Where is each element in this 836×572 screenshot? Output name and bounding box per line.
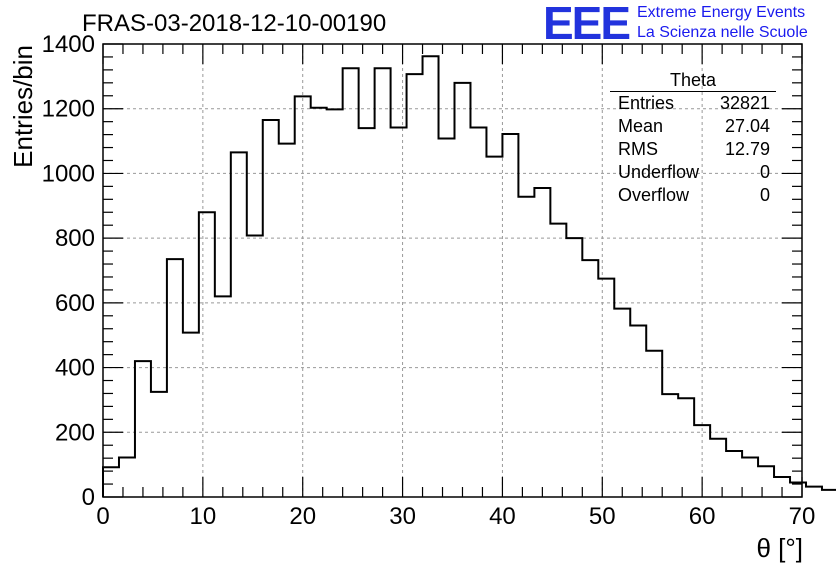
eee-logo: EEE [543, 0, 631, 49]
stats-value: 27.04 [724, 116, 770, 136]
logo-line-2: La Scienza nelle Scuole [637, 24, 808, 41]
y-tick-labels: 0 200 400 600 800 1000 1200 1400 [42, 31, 95, 511]
x-tick-label: 20 [289, 503, 316, 530]
stats-box: Theta Entries 32821 Mean 27.04 RMS 12.79… [610, 70, 776, 207]
stats-label: RMS [618, 139, 658, 159]
x-tick-label: 50 [589, 503, 616, 530]
stats-label: Entries [618, 93, 675, 113]
x-tick-label: 40 [489, 503, 516, 530]
stats-row-underflow: Underflow 0 [610, 161, 776, 184]
stats-row-mean: Mean 27.04 [610, 115, 776, 138]
stats-value: 32821 [719, 93, 770, 113]
x-tick-label: 0 [96, 503, 109, 530]
x-axis-label: θ [°] [756, 533, 803, 563]
x-tick-labels: 0 10 20 30 40 50 60 70 [96, 503, 815, 530]
y-tick-label: 200 [55, 419, 95, 446]
y-tick-label: 800 [55, 225, 95, 252]
y-tick-label: 400 [55, 355, 95, 382]
stats-value: 12.79 [724, 139, 770, 159]
grid-lines [103, 44, 802, 497]
y-tick-label: 1400 [42, 31, 95, 58]
histogram-outline [102, 55, 836, 497]
x-tick-label: 70 [789, 503, 816, 530]
stats-row-entries: Entries 32821 [610, 92, 776, 115]
stats-row-rms: RMS 12.79 [610, 138, 776, 161]
stats-label: Overflow [618, 185, 690, 205]
stats-value: 0 [759, 162, 770, 182]
y-tick-label: 0 [82, 484, 95, 511]
logo-caption: Extreme Energy Events La Scienza nelle S… [637, 3, 808, 43]
stats-label: Mean [618, 116, 664, 136]
stats-title: Theta [610, 70, 776, 92]
stats-value: 0 [759, 185, 770, 205]
x-tick-label: 30 [389, 503, 416, 530]
y-tick-label: 600 [55, 290, 95, 317]
y-tick-label: 1200 [42, 96, 95, 123]
y-tick-label: 1000 [42, 160, 95, 187]
axis-ticks [102, 43, 803, 498]
chart-title: FRAS-03-2018-12-10-00190 [82, 10, 387, 37]
stats-row-overflow: Overflow 0 [610, 184, 776, 207]
plot-frame [102, 43, 803, 498]
x-tick-label: 60 [689, 503, 716, 530]
x-tick-label: 10 [190, 503, 217, 530]
logo-line-1: Extreme Energy Events [637, 4, 806, 21]
stats-label: Underflow [618, 162, 700, 182]
y-axis-label: Entries/bin [8, 45, 38, 168]
